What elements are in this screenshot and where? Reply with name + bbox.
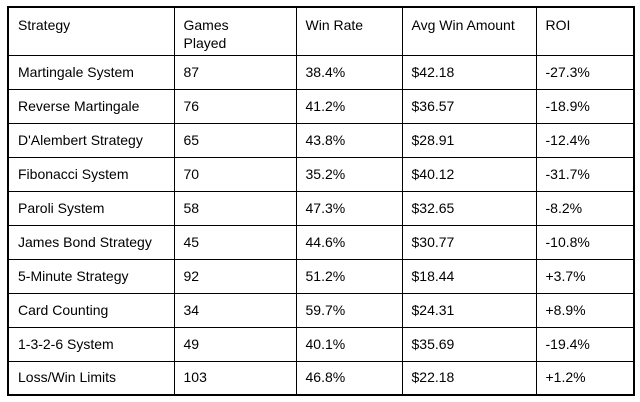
column-header-win-rate: Win Rate: [295, 6, 403, 56]
cell-strategy: Martingale System: [7, 54, 175, 90]
table-row: James Bond Strategy 45 44.6% $30.77 -10.8%: [7, 224, 635, 260]
cell-avg-win-amount: $18.44: [401, 258, 537, 294]
cell-roi: -8.2%: [535, 190, 635, 226]
cell-avg-win-amount: $40.12: [401, 156, 537, 192]
cell-games-played: 70: [173, 156, 297, 192]
cell-avg-win-amount: $22.18: [401, 360, 537, 396]
cell-win-rate: 38.4%: [295, 54, 403, 90]
cell-win-rate: 44.6%: [295, 224, 403, 260]
cell-strategy: 5-Minute Strategy: [7, 258, 175, 294]
cell-games-played: 49: [173, 326, 297, 362]
cell-roi: +1.2%: [535, 360, 635, 396]
cell-strategy: 1-3-2-6 System: [7, 326, 175, 362]
cell-avg-win-amount: $30.77: [401, 224, 537, 260]
cell-strategy: James Bond Strategy: [7, 224, 175, 260]
cell-roi: +3.7%: [535, 258, 635, 294]
table-row: Card Counting 34 59.7% $24.31 +8.9%: [7, 292, 635, 328]
column-header-strategy: Strategy: [7, 6, 175, 56]
cell-win-rate: 46.8%: [295, 360, 403, 396]
cell-strategy: Paroli System: [7, 190, 175, 226]
cell-avg-win-amount: $24.31: [401, 292, 537, 328]
cell-avg-win-amount: $35.69: [401, 326, 537, 362]
cell-games-played: 45: [173, 224, 297, 260]
cell-roi: -12.4%: [535, 122, 635, 158]
cell-roi: -10.8%: [535, 224, 635, 260]
cell-strategy: Fibonacci System: [7, 156, 175, 192]
cell-games-played: 87: [173, 54, 297, 90]
cell-win-rate: 47.3%: [295, 190, 403, 226]
column-header-avg-win-amount: Avg Win Amount: [401, 6, 537, 56]
table-body: Martingale System 87 38.4% $42.18 -27.3% Reve…: [7, 54, 635, 396]
cell-games-played: 92: [173, 258, 297, 294]
cell-avg-win-amount: $36.57: [401, 88, 537, 124]
cell-games-played: 65: [173, 122, 297, 158]
table-row: Loss/Win Limits 103 46.8% $22.18 +1.2%: [7, 360, 635, 396]
cell-win-rate: 59.7%: [295, 292, 403, 328]
cell-games-played: 76: [173, 88, 297, 124]
cell-win-rate: 43.8%: [295, 122, 403, 158]
table-row: 5-Minute Strategy 92 51.2% $18.44 +3.7%: [7, 258, 635, 294]
column-header-games-played: Games Played: [173, 6, 297, 56]
cell-strategy: D'Alembert Strategy: [7, 122, 175, 158]
cell-win-rate: 35.2%: [295, 156, 403, 192]
cell-roi: -27.3%: [535, 54, 635, 90]
table-row: D'Alembert Strategy 65 43.8% $28.91 -12.4%: [7, 122, 635, 158]
cell-roi: +8.9%: [535, 292, 635, 328]
cell-win-rate: 51.2%: [295, 258, 403, 294]
cell-roi: -31.7%: [535, 156, 635, 192]
table-row: Fibonacci System 70 35.2% $40.12 -31.7%: [7, 156, 635, 192]
cell-strategy: Reverse Martingale: [7, 88, 175, 124]
table-row: 1-3-2-6 System 49 40.1% $35.69 -19.4%: [7, 326, 635, 362]
table-header-row: Strategy Games Played Win Rate Avg Win A…: [7, 6, 635, 56]
cell-strategy: Card Counting: [7, 292, 175, 328]
cell-roi: -19.4%: [535, 326, 635, 362]
cell-games-played: 58: [173, 190, 297, 226]
cell-roi: -18.9%: [535, 88, 635, 124]
cell-games-played: 34: [173, 292, 297, 328]
cell-avg-win-amount: $32.65: [401, 190, 537, 226]
table-row: Reverse Martingale 76 41.2% $36.57 -18.9%: [7, 88, 635, 124]
cell-win-rate: 41.2%: [295, 88, 403, 124]
table-row: Martingale System 87 38.4% $42.18 -27.3%: [7, 54, 635, 90]
strategy-stats-table: Strategy Games Played Win Rate Avg Win A…: [7, 6, 635, 396]
cell-win-rate: 40.1%: [295, 326, 403, 362]
cell-avg-win-amount: $42.18: [401, 54, 537, 90]
column-header-roi: ROI: [535, 6, 635, 56]
cell-games-played: 103: [173, 360, 297, 396]
table-row: Paroli System 58 47.3% $32.65 -8.2%: [7, 190, 635, 226]
cell-strategy: Loss/Win Limits: [7, 360, 175, 396]
cell-avg-win-amount: $28.91: [401, 122, 537, 158]
